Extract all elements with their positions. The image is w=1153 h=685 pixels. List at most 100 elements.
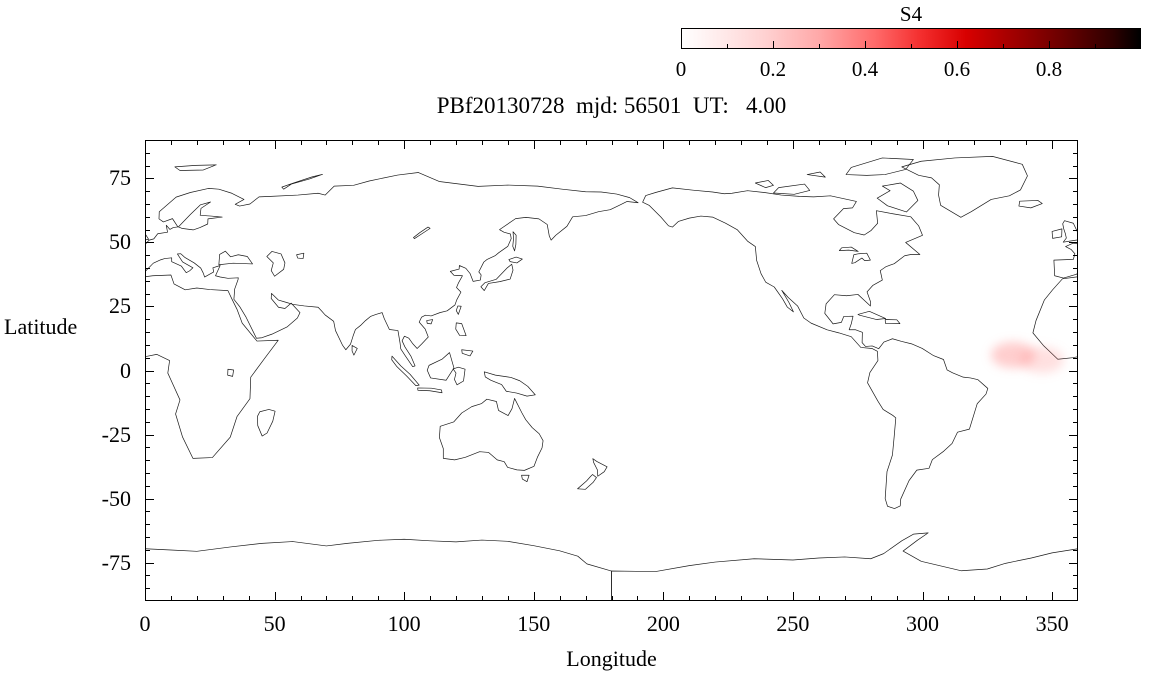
x-tick-label: 300: [906, 611, 939, 636]
y-minor-tick-left: [146, 216, 150, 218]
x-major-tick-top: [274, 141, 276, 149]
y-minor-tick-left: [146, 383, 150, 385]
y-minor-tick-right: [1073, 332, 1077, 334]
x-minor-tick-bottom: [507, 596, 509, 600]
x-minor-tick-top: [611, 141, 613, 145]
colorbar-minor-tick: [819, 44, 820, 48]
colorbar-tick-label: 0.6: [943, 57, 971, 81]
y-minor-tick-left: [146, 319, 150, 321]
x-tick-label: 150: [517, 611, 551, 636]
x-major-tick-top: [1052, 141, 1054, 149]
x-axis-label: Longitude: [566, 646, 657, 671]
y-minor-tick-right: [1073, 549, 1077, 551]
x-minor-tick-bottom: [767, 596, 768, 600]
x-minor-tick-top: [326, 141, 328, 145]
y-minor-tick-left: [146, 524, 150, 526]
y-minor-tick-left: [146, 357, 150, 359]
y-minor-tick-left: [146, 472, 150, 474]
x-tick-label: 50: [263, 611, 286, 636]
x-minor-tick-bottom: [300, 596, 302, 600]
x-minor-tick-top: [456, 141, 457, 145]
y-minor-tick-left: [146, 293, 150, 295]
x-minor-tick-top: [715, 141, 717, 145]
y-minor-tick-right: [1073, 396, 1077, 398]
x-minor-tick-top: [767, 141, 768, 145]
y-minor-tick-right: [1073, 408, 1077, 410]
x-minor-tick-top: [637, 141, 639, 145]
y-minor-tick-right: [1073, 536, 1077, 538]
y-major-tick-left: [146, 498, 154, 500]
colorbar-tick-label: 0.2: [759, 57, 787, 81]
y-major-tick-left: [146, 562, 154, 564]
y-major-tick-right: [1069, 370, 1077, 372]
x-minor-tick-bottom: [456, 596, 457, 600]
y-major-tick-left: [146, 434, 154, 436]
x-minor-tick-bottom: [870, 596, 872, 600]
y-minor-tick-left: [146, 421, 150, 423]
x-minor-tick-top: [559, 141, 561, 145]
y-minor-tick-right: [1073, 204, 1077, 206]
y-minor-tick-left: [146, 549, 150, 551]
colorbar-minor-tick: [1095, 44, 1096, 48]
y-major-tick-left: [146, 178, 154, 180]
y-minor-tick-left: [146, 396, 150, 398]
x-minor-tick-top: [481, 141, 483, 145]
colorbar-major-tick: [957, 41, 958, 48]
y-tick-label: 75: [109, 165, 131, 191]
x-minor-tick-top: [430, 141, 432, 145]
x-minor-tick-top: [248, 141, 250, 145]
x-minor-tick-bottom: [611, 596, 613, 600]
y-minor-tick-left: [146, 229, 150, 231]
y-minor-tick-left: [146, 204, 150, 206]
y-minor-tick-right: [1073, 485, 1077, 487]
x-minor-tick-bottom: [741, 596, 743, 600]
x-minor-tick-top: [1026, 141, 1028, 145]
y-tick-label: 25: [109, 293, 131, 319]
colorbar-tick-label: 0.8: [1035, 57, 1063, 81]
colorbar-minor-tick: [727, 44, 728, 48]
y-minor-tick-right: [1073, 216, 1077, 218]
y-minor-tick-right: [1073, 511, 1077, 513]
y-tick-label: -50: [101, 485, 131, 511]
y-tick-label: -25: [101, 421, 131, 447]
y-minor-tick-right: [1073, 152, 1077, 154]
x-minor-tick-top: [974, 141, 976, 145]
colorbar-minor-tick: [1003, 44, 1004, 48]
y-major-tick-right: [1069, 306, 1077, 308]
colorbar-major-tick: [681, 41, 682, 48]
x-major-tick-top: [145, 141, 146, 149]
y-minor-tick-left: [146, 344, 150, 346]
s4-data-patch: [991, 342, 1036, 369]
x-minor-tick-bottom: [948, 596, 950, 600]
y-major-tick-right: [1069, 434, 1077, 436]
x-minor-tick-bottom: [352, 596, 354, 600]
x-minor-tick-top: [1000, 141, 1002, 145]
y-minor-tick-right: [1073, 357, 1077, 359]
x-minor-tick-top: [870, 141, 872, 145]
y-minor-tick-right: [1073, 460, 1077, 462]
x-minor-tick-top: [585, 141, 587, 145]
y-minor-tick-right: [1073, 165, 1077, 167]
y-minor-tick-right: [1073, 319, 1077, 321]
x-major-tick-bottom: [792, 592, 794, 600]
x-minor-tick-bottom: [222, 596, 224, 600]
y-minor-tick-right: [1073, 255, 1077, 257]
x-minor-tick-bottom: [248, 596, 250, 600]
y-major-tick-right: [1069, 178, 1077, 180]
x-tick-label: 250: [776, 611, 810, 636]
x-minor-tick-bottom: [585, 596, 587, 600]
x-major-tick-bottom: [533, 592, 535, 600]
y-minor-tick-right: [1073, 344, 1077, 346]
x-minor-tick-bottom: [689, 596, 691, 600]
y-major-tick-right: [1069, 562, 1077, 564]
y-major-tick-right: [1069, 498, 1077, 500]
x-minor-tick-bottom: [378, 596, 380, 600]
y-minor-tick-left: [146, 332, 150, 334]
y-tick-label: 0: [120, 357, 131, 383]
y-minor-tick-left: [146, 268, 150, 270]
x-minor-tick-bottom: [637, 596, 639, 600]
colorbar-major-tick: [773, 41, 774, 48]
x-major-tick-bottom: [404, 592, 406, 600]
x-minor-tick-top: [352, 141, 354, 145]
